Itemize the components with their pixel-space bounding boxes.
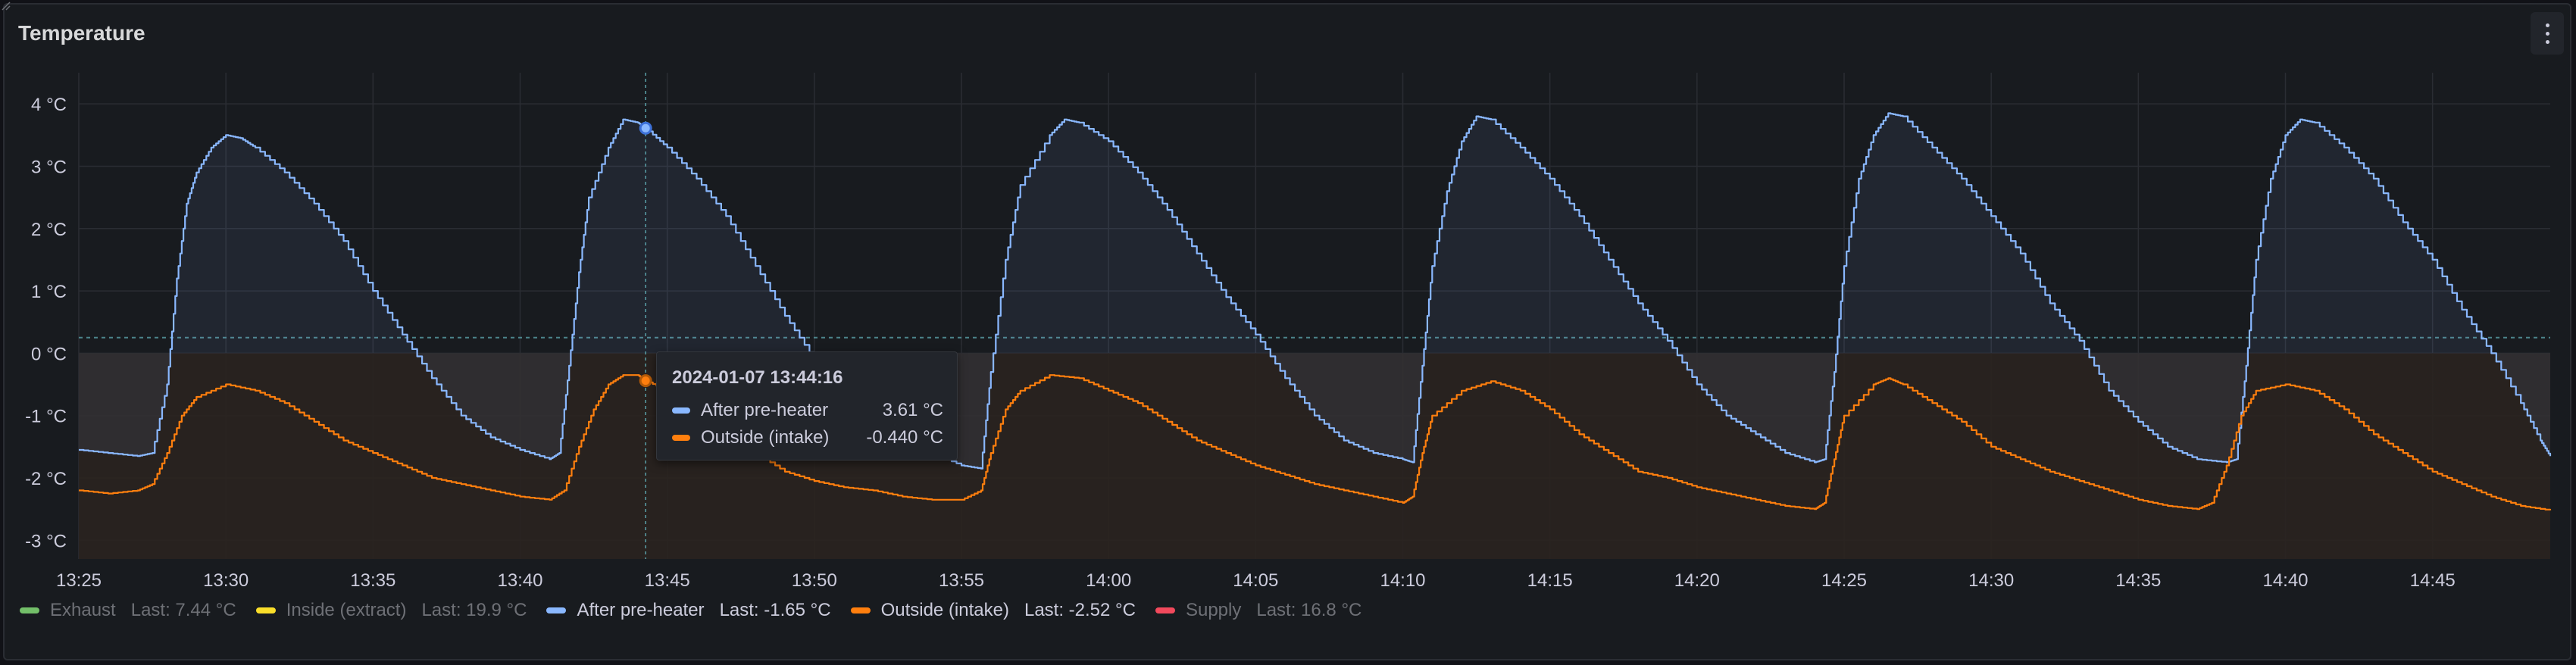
y-tick-label: 4 °C bbox=[31, 95, 67, 115]
vertical-ellipsis-icon bbox=[2545, 21, 2549, 46]
panel-menu-button[interactable] bbox=[2531, 12, 2564, 55]
legend-item-supply[interactable]: Supply Last: 16.8 °C bbox=[1155, 600, 1361, 621]
y-tick-label: -1 °C bbox=[25, 407, 67, 427]
legend-item-exhaust[interactable]: Exhaust Last: 7.44 °C bbox=[20, 600, 236, 621]
x-tick-label: 13:55 bbox=[939, 570, 984, 591]
chart-legend: Exhaust Last: 7.44 °C Inside (extract) L… bbox=[20, 595, 1381, 626]
legend-last-value: Last: 7.44 °C bbox=[130, 600, 236, 620]
x-tick-label: 14:40 bbox=[2262, 570, 2308, 591]
legend-label: After pre-heater bbox=[577, 600, 705, 620]
x-tick-label: 13:45 bbox=[645, 570, 690, 591]
y-tick-label: -2 °C bbox=[25, 469, 67, 489]
x-tick-label: 13:30 bbox=[203, 570, 249, 591]
series-area-after-pre-heater bbox=[79, 113, 2550, 469]
legend-label: Inside (extract) bbox=[286, 600, 407, 620]
legend-last-value: Last: -1.65 °C bbox=[719, 600, 831, 620]
y-tick-label: 2 °C bbox=[31, 220, 67, 240]
legend-swatch bbox=[20, 607, 39, 613]
tooltip-series-name: After pre-heater bbox=[701, 400, 829, 420]
legend-label: Supply bbox=[1185, 600, 1242, 620]
legend-swatch bbox=[1155, 607, 1175, 613]
tooltip-row-outside-intake: Outside (intake) -0.440 °C bbox=[672, 426, 943, 449]
hover-tooltip: 2024-01-07 13:44:16 After pre-heater 3.6… bbox=[656, 351, 958, 461]
tooltip-time: 2024-01-07 13:44:16 bbox=[672, 367, 843, 388]
legend-item-after-pre-heater[interactable]: After pre-heater Last: -1.65 °C bbox=[546, 600, 831, 621]
tooltip-series-value: 3.61 °C bbox=[882, 400, 943, 420]
x-tick-label: 14:35 bbox=[2115, 570, 2161, 591]
panel-title: Temperature bbox=[18, 21, 145, 45]
x-tick-label: 14:05 bbox=[1233, 570, 1278, 591]
legend-item-outside-intake[interactable]: Outside (intake) Last: -2.52 °C bbox=[850, 600, 1136, 621]
tooltip-series-name: Outside (intake) bbox=[701, 427, 830, 448]
series-line-outside-intake bbox=[79, 374, 2552, 510]
chart-grid bbox=[78, 73, 2550, 559]
below-zero-region bbox=[79, 353, 2550, 559]
x-tick-label: 13:40 bbox=[497, 570, 542, 591]
legend-swatch bbox=[255, 607, 276, 613]
legend-swatch bbox=[850, 607, 871, 613]
legend-label: Outside (intake) bbox=[880, 600, 1009, 620]
chart-axes: 4 °C 3 °C 2 °C 1 °C 0 °C -1 °C -2 °C -3 °C 13:25… bbox=[25, 95, 2456, 591]
tooltip-row-after-pre-heater: After pre-heater 3.61 °C bbox=[672, 399, 943, 422]
tooltip-series-value: -0.440 °C bbox=[866, 427, 943, 448]
y-tick-label: 3 °C bbox=[31, 157, 67, 177]
x-tick-label: 14:25 bbox=[1821, 570, 1867, 591]
tooltip-swatch bbox=[672, 407, 690, 414]
hover-point-after-pre-heater bbox=[639, 121, 652, 135]
series-line-after-pre-heater bbox=[79, 112, 2552, 470]
x-tick-label: 13:35 bbox=[350, 570, 395, 591]
legend-last-value: Last: -2.52 °C bbox=[1024, 600, 1136, 620]
x-tick-label: 14:30 bbox=[1968, 570, 2014, 591]
legend-swatch bbox=[546, 607, 567, 613]
legend-item-inside-extract[interactable]: Inside (extract) Last: 19.9 °C bbox=[255, 600, 527, 621]
x-tick-label: 14:00 bbox=[1086, 570, 1131, 591]
y-tick-label: 1 °C bbox=[31, 282, 67, 302]
legend-last-value: Last: 16.8 °C bbox=[1256, 600, 1362, 620]
y-tick-label: -3 °C bbox=[25, 531, 67, 551]
chart-plot-area bbox=[79, 73, 2552, 559]
x-tick-label: 13:25 bbox=[56, 570, 102, 591]
x-tick-label: 14:15 bbox=[1527, 570, 1573, 591]
legend-label: Exhaust bbox=[50, 600, 116, 620]
x-tick-label: 14:10 bbox=[1380, 570, 1425, 591]
x-tick-label: 14:20 bbox=[1674, 570, 1720, 591]
x-tick-label: 13:50 bbox=[792, 570, 837, 591]
tooltip-swatch bbox=[672, 435, 690, 441]
y-tick-label: 0 °C bbox=[31, 344, 67, 364]
legend-last-value: Last: 19.9 °C bbox=[421, 600, 527, 620]
hover-point-outside-intake bbox=[639, 374, 652, 388]
x-tick-label: 14:45 bbox=[2410, 570, 2456, 591]
resize-handle-icon[interactable] bbox=[0, 0, 11, 11]
